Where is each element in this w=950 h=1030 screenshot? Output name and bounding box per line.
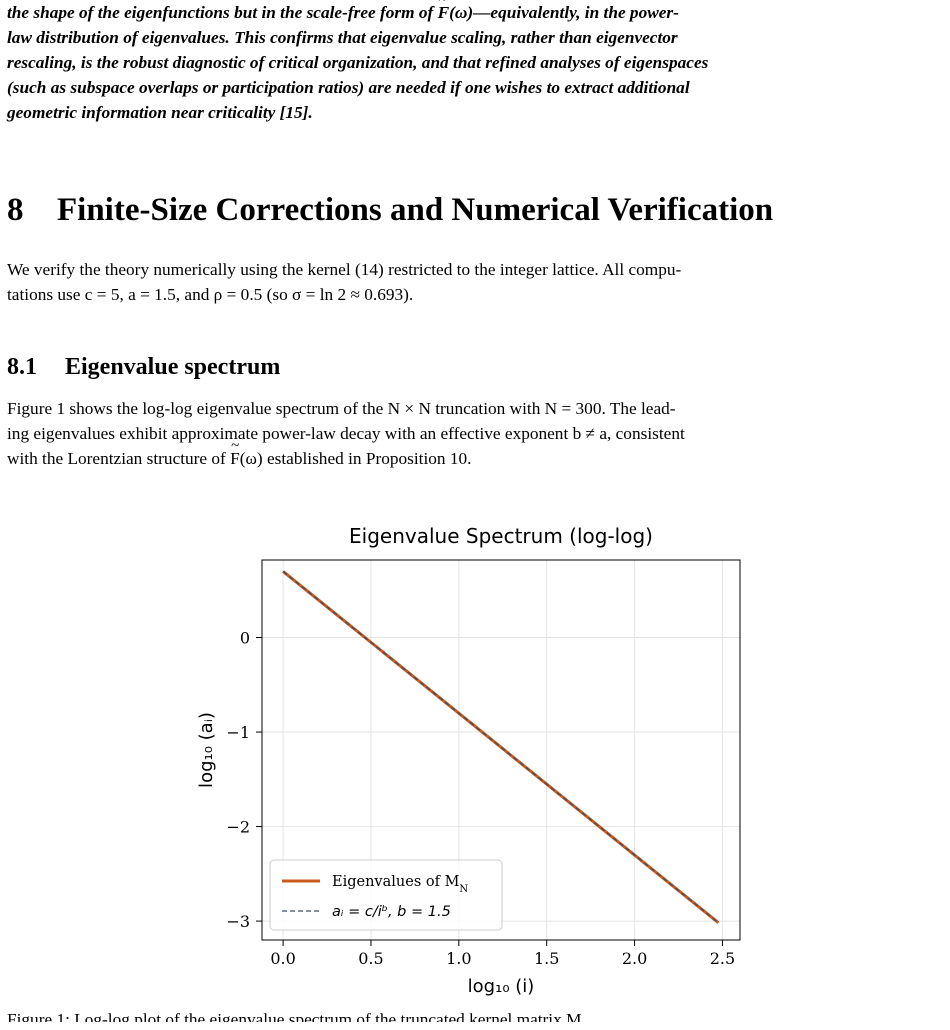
- legend-fit-label: aᵢ = c/iᵇ, b = 1.5: [332, 904, 451, 920]
- fit-line: [282, 570, 719, 924]
- plot-frame: [261, 559, 741, 941]
- x-tick-label: 2.0: [622, 949, 647, 968]
- y-tick-label: 0: [240, 629, 250, 648]
- y-axis-label: log₁₀ (aᵢ): [196, 712, 217, 788]
- x-tick-label: 1.0: [446, 949, 471, 968]
- y-tick-label: −1: [226, 723, 250, 742]
- x-axis-label: log₁₀ (i): [468, 976, 535, 997]
- section-title: Finite-Size Corrections and Numerical Ve…: [57, 192, 774, 228]
- subsection-line3-a: with the Lorentzian structure of: [7, 449, 231, 468]
- subsection-paragraph-line2: ing eigenvalues exhibit approximate powe…: [7, 424, 685, 443]
- chart-title: Eigenvalue Spectrum (log-log): [349, 524, 653, 548]
- intro-line1-F: F: [438, 0, 450, 25]
- subsection-line3-F: F: [230, 434, 240, 471]
- section-number: 8: [7, 192, 24, 228]
- intro-line3: rescaling, is the robust diagnostic of c…: [7, 53, 709, 72]
- subsection-line3-b: (ω) established in Proposition 10.: [239, 449, 472, 468]
- section-paragraph-line1: We verify the theory numerically using t…: [7, 260, 682, 279]
- intro-paragraph: the shape of the eigenfunctions but in t…: [7, 0, 942, 125]
- subsection-paragraph: Figure 1 shows the log-log eigenvalue sp…: [7, 396, 942, 471]
- x-tick-label: 0.0: [270, 949, 295, 968]
- legend-subscript: N: [459, 884, 468, 895]
- legend-box: [269, 859, 503, 931]
- subsection-title: Eigenvalue spectrum: [65, 354, 281, 380]
- y-tick-label: −3: [226, 912, 250, 931]
- subsection-heading: 8.1 Eigenvalue spectrum: [7, 354, 280, 381]
- intro-line2: law distribution of eigenvalues. This co…: [7, 28, 678, 47]
- intro-line4: (such as subspace overlaps or participat…: [7, 78, 690, 97]
- intro-line1-a: the shape of the eigenfunctions but in t…: [7, 3, 438, 22]
- x-tick-label: 2.5: [710, 949, 735, 968]
- chart-svg: Eigenvalue Spectrum (log-log) 0.0 0.5 1.0 1.…: [196, 524, 741, 997]
- section-heading: 8 Finite-Size Corrections and Numerical V…: [7, 192, 773, 229]
- legend-eigen-label: Eigenvalues of MN: [332, 874, 468, 895]
- intro-line5: geometric information near criticality […: [7, 103, 313, 122]
- figure-caption-partial: Figure 1: Log-log plot of the eigenvalue…: [7, 1010, 582, 1029]
- intro-line1-b: (ω)—equivalently, in the power-: [449, 3, 679, 22]
- eigenvalue-chart: Eigenvalue Spectrum (log-log) 0.0 0.5 1.0 1.…: [180, 515, 760, 1005]
- x-tick-label: 1.5: [534, 949, 559, 968]
- section-paragraph-line2: tations use c = 5, a = 1.5, and ρ = 0.5 …: [7, 285, 414, 304]
- subsection-number: 8.1: [7, 354, 37, 380]
- y-tick-label: −2: [226, 818, 250, 837]
- section-paragraph: We verify the theory numerically using t…: [7, 257, 942, 307]
- subsection-paragraph-line1: Figure 1 shows the log-log eigenvalue sp…: [7, 399, 676, 418]
- x-tick-label: 0.5: [358, 949, 383, 968]
